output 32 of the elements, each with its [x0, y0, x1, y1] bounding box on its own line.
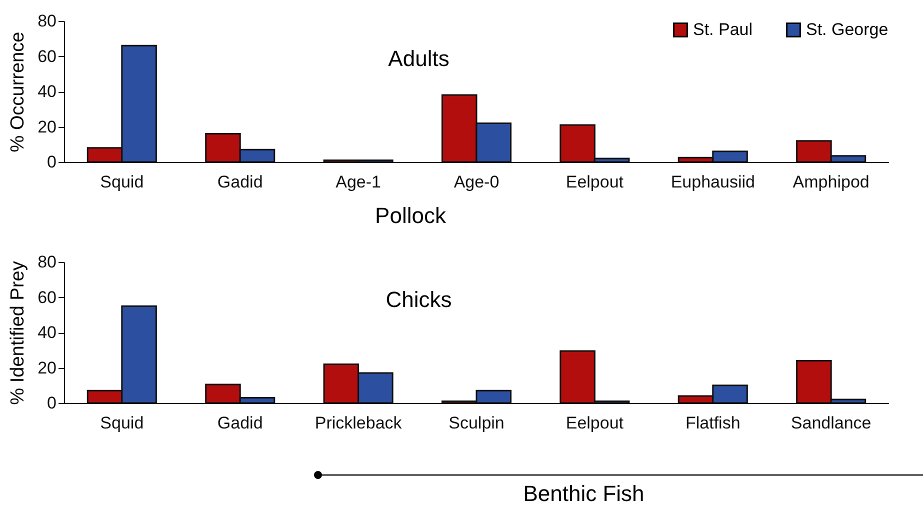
legend-label: St. George: [806, 20, 888, 39]
x-tick-label: Prickleback: [314, 414, 402, 432]
y-tick-label: 60: [38, 46, 56, 66]
y-tick-label: 80: [38, 12, 56, 30]
x-tick-label: Gadid: [217, 414, 263, 432]
y-axis-title: % Occurrence: [8, 32, 29, 152]
y-axis-title: % Identified Prey: [8, 260, 29, 405]
x-tick-label: Gadid: [217, 172, 263, 192]
x-tick-label: Age-0: [454, 172, 500, 192]
y-tick-label: 80: [38, 252, 56, 272]
text: Benthic Fish: [523, 481, 644, 506]
annotation: Chicks: [386, 287, 452, 312]
x-tick-label: Squid: [100, 414, 144, 432]
y-tick-label: 40: [38, 82, 56, 101]
text: Pollock: [375, 203, 447, 228]
x-tick-label: Euphausiid: [670, 172, 755, 192]
y-tick-label: 0: [47, 394, 56, 412]
y-tick-label: 0: [47, 152, 56, 172]
y-tick-label: 60: [38, 288, 56, 307]
x-tick-label: Flatfish: [685, 414, 740, 432]
x-tick-label: Sculpin: [448, 414, 504, 432]
annotation: Adults: [388, 46, 450, 71]
x-tick-label: Squid: [100, 172, 144, 192]
y-tick-label: 20: [38, 358, 56, 378]
x-tick-label: Sandlance: [790, 414, 872, 432]
x-tick-label: Eelpout: [566, 414, 624, 432]
legend-label: St. Paul: [693, 20, 753, 39]
y-tick-label: 20: [38, 117, 56, 136]
x-tick-label: Age-1: [336, 172, 381, 192]
y-tick-label: 40: [38, 323, 56, 342]
x-tick-label: Eelpout: [566, 172, 624, 192]
x-tick-label: Amphipod: [792, 172, 870, 192]
